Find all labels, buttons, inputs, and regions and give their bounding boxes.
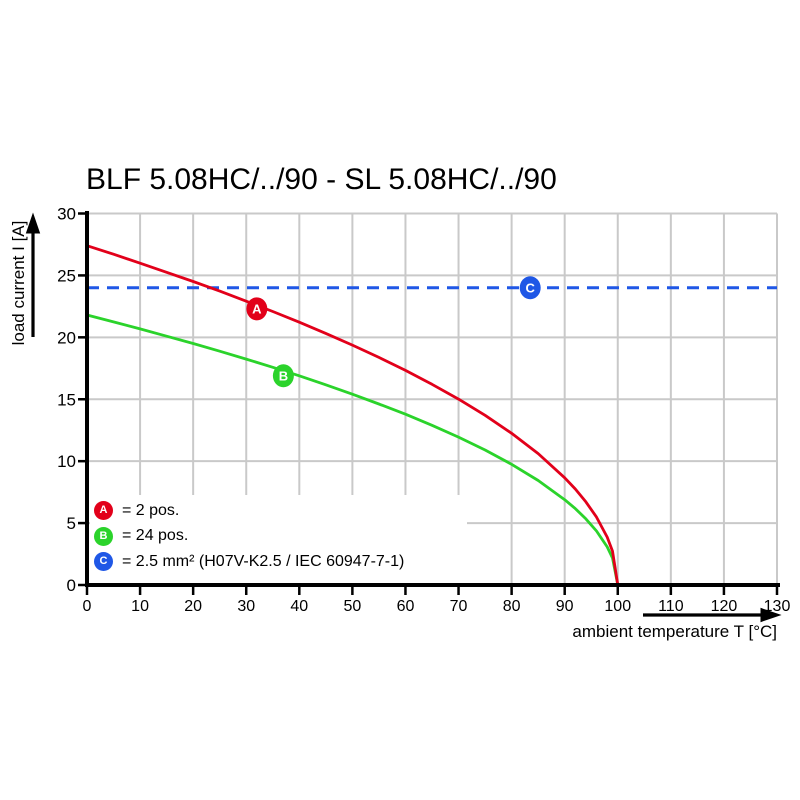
legend-badge-a: A <box>94 501 113 521</box>
legend-item-c: C = 2.5 mm² (H07V-K2.5 / IEC 60947-7-1) <box>94 549 404 575</box>
marker-c: C <box>519 276 541 300</box>
marker-letter: C <box>525 281 535 296</box>
marker-letter: B <box>279 368 288 383</box>
axis-arrows <box>25 212 782 623</box>
marker-a: A <box>246 297 268 321</box>
y-tick-label: 20 <box>57 328 76 347</box>
x-arrow-head-icon <box>760 607 782 623</box>
legend-item-b: B = 24 pos. <box>94 524 404 550</box>
legend-item-a: A = 2 pos. <box>94 498 404 524</box>
legend-label-c: = 2.5 mm² (H07V-K2.5 / IEC 60947-7-1) <box>122 552 405 570</box>
axes <box>78 211 780 595</box>
x-tick-labels: 0 10 20 30 40 50 60 70 80 90 100 110 120 130 <box>83 598 791 615</box>
curve-B <box>85 313 620 587</box>
x-tick-label: 80 <box>503 598 521 615</box>
y-tick-label: 5 <box>67 514 76 533</box>
curve-A <box>85 244 620 587</box>
legend-badge-b: B <box>94 526 113 546</box>
x-tick-label: 60 <box>397 598 415 615</box>
x-tick-label: 110 <box>658 598 684 615</box>
legend-backdrop <box>90 495 467 583</box>
x-axis-label: ambient temperature T [°C] <box>572 622 777 641</box>
marker-letter: A <box>252 302 262 317</box>
y-arrow-head-icon <box>25 212 41 234</box>
chart-title: BLF 5.08HC/../90 - SL 5.08HC/../90 <box>86 163 557 196</box>
x-tick-label: 120 <box>711 598 738 615</box>
x-tick-label: 50 <box>343 598 361 615</box>
legend-label-b: = 24 pos. <box>122 527 189 545</box>
x-tick-label: 90 <box>556 598 574 615</box>
x-tick-label: 30 <box>237 598 255 615</box>
x-tick-label: 70 <box>450 598 468 615</box>
marker-circle <box>272 364 294 388</box>
marker-circle <box>519 276 541 300</box>
x-tick-label: 0 <box>83 598 92 615</box>
y-axis-label: load current I [A] <box>9 220 28 346</box>
legend-label-a: = 2 pos. <box>122 501 180 519</box>
y-tick-label: 25 <box>57 266 76 285</box>
x-tick-label: 100 <box>604 598 631 615</box>
legend: A = 2 pos. B = 24 pos. C = 2.5 mm² (H07V… <box>94 498 404 575</box>
legend-badge-c: C <box>94 552 113 572</box>
y-tick-label: 0 <box>67 576 76 595</box>
y-tick-label: 15 <box>57 390 76 409</box>
x-tick-label: 10 <box>131 598 149 615</box>
y-tick-labels: 0 5 10 15 20 25 30 <box>57 205 76 596</box>
marker-b: B <box>272 364 294 388</box>
y-tick-label: 30 <box>57 205 76 224</box>
x-tick-label: 20 <box>184 598 202 615</box>
x-tick-label: 130 <box>764 598 791 615</box>
y-tick-label: 10 <box>57 452 76 471</box>
marker-circle <box>246 297 268 321</box>
x-tick-label: 40 <box>290 598 308 615</box>
